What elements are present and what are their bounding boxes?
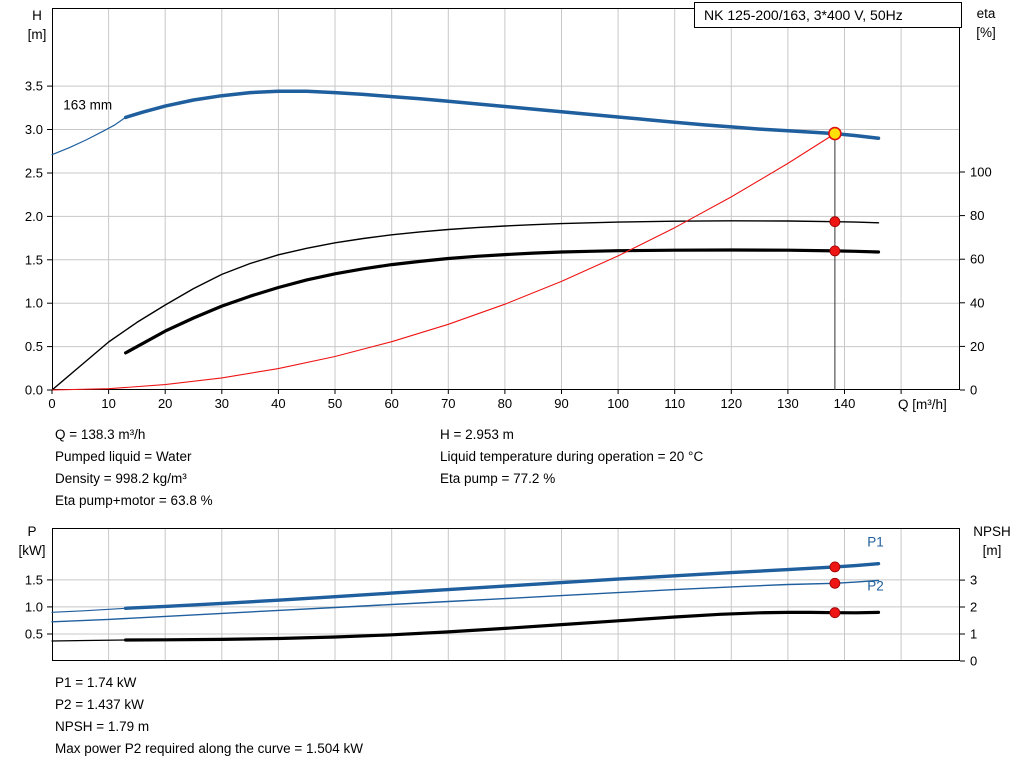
y-tick-label: 1.5 [25, 572, 43, 587]
npsh-axis-unit: NPSH [m] [964, 522, 1020, 560]
eta-axis-unit: eta [%] [964, 4, 1008, 42]
y2-tick-label: 60 [970, 252, 984, 267]
curve-head-extension [51, 116, 127, 156]
power-npsh-info: P1 = 1.74 kW P2 = 1.437 kW NPSH = 1.79 m… [55, 672, 363, 760]
y-tick-label: 2.0 [25, 209, 43, 224]
curve-npsh [124, 610, 881, 642]
curve-label-163-mm: 163 mm [63, 98, 112, 113]
y-tick-label: 2.5 [25, 166, 43, 181]
axis-unit-line: P [27, 524, 37, 539]
x-tick-label: 120 [720, 396, 742, 411]
axis-unit-line: H [32, 8, 42, 23]
y-tick-label: 1.5 [25, 252, 43, 267]
y2-tick-label: 40 [970, 295, 984, 310]
duty-dot-marker [829, 577, 841, 589]
duty-dot-marker [829, 245, 841, 257]
curve-eta-pump-motor [124, 248, 881, 355]
info-line-q: Q = 138.3 m³/h [55, 427, 146, 442]
axis-unit-line: [kW] [18, 543, 46, 558]
curve-label-p2: P2 [867, 579, 884, 594]
axis-unit-line: NPSH [973, 524, 1011, 539]
x-tick-label: 20 [158, 396, 172, 411]
head-efficiency-chart: 0 10 20 30 40 50 60 70 80 90 100 110 120 130 140 0.0 0.5… [25, 8, 992, 411]
operating-point-info-right: H = 2.953 m Liquid temperature during op… [440, 424, 703, 490]
x-tick-label: 80 [498, 396, 512, 411]
pump-title: NK 125-200/163, 3*400 V, 50Hz [704, 7, 903, 23]
info-line-eta-pump: Eta pump = 77.2 % [440, 471, 556, 486]
curve-p1-extension [51, 607, 127, 613]
info-line-liquid: Pumped liquid = Water [55, 449, 192, 464]
y-tick-label: 1.0 [25, 296, 43, 311]
x-tick-label: 60 [384, 396, 398, 411]
duty-dot-marker [829, 607, 841, 619]
y2-tick-label: 20 [970, 339, 984, 354]
y-tick-label: 0.5 [25, 627, 43, 642]
power-npsh-chart: 0.5 1.0 1.5 0 1 2 3 P1 P2 [25, 528, 977, 669]
info-line-p2: P2 = 1.437 kW [55, 697, 144, 712]
y-tick-label: 1.0 [25, 599, 43, 614]
curve-p2 [51, 579, 880, 623]
y2-tick-label: 0 [970, 383, 977, 398]
curve-head-163mm [123, 89, 881, 140]
x-tick-label: 70 [441, 396, 455, 411]
x-axis-label: Q [m³/h] [898, 397, 947, 412]
y-tick-label: 3.0 [25, 122, 43, 137]
y2-tick-label: 80 [970, 208, 984, 223]
axis-unit-line: eta [976, 6, 996, 21]
y2-tick-label: 3 [970, 573, 977, 588]
curve-eta-pump [51, 220, 880, 391]
y2-tick-label: 1 [970, 627, 977, 642]
x-tick-label: 130 [777, 396, 799, 411]
pump-title-box: NK 125-200/163, 3*400 V, 50Hz [694, 2, 962, 28]
duty-point-marker [828, 126, 842, 141]
y2-tick-label: 2 [970, 600, 977, 615]
curve-label-p1: P1 [867, 534, 884, 549]
info-line-eta-pump-motor: Eta pump+motor = 63.8 % [55, 493, 213, 508]
axis-unit-line: [m] [982, 543, 1002, 558]
x-tick-label: 10 [101, 396, 115, 411]
y-tick-label: 0.5 [25, 339, 43, 354]
curve-system-curve [51, 133, 836, 391]
x-tick-label: 50 [328, 396, 342, 411]
x-tick-label: 40 [271, 396, 285, 411]
h-axis-unit: H [m] [20, 6, 54, 44]
x-tick-label: 140 [834, 396, 856, 411]
plot-border [52, 528, 960, 661]
y-tick-label: 3.5 [25, 79, 43, 94]
operating-point-info-left: Q = 138.3 m³/h Pumped liquid = Water Den… [55, 424, 213, 512]
x-tick-label: 0 [48, 396, 55, 411]
plot-border [52, 8, 960, 390]
y2-tick-label: 0 [970, 654, 977, 669]
info-line-p1: P1 = 1.74 kW [55, 675, 137, 690]
info-line-npsh: NPSH = 1.79 m [55, 719, 150, 734]
x-tick-label: 90 [554, 396, 568, 411]
info-line-max-p2: Max power P2 required along the curve = … [55, 741, 364, 756]
curve-npsh-extension [51, 639, 127, 642]
y-tick-label: 0.0 [25, 383, 43, 398]
curve-p1 [123, 562, 881, 610]
x-tick-label: 30 [215, 396, 229, 411]
x-tick-label: 110 [664, 396, 685, 411]
duty-dot-marker [829, 561, 841, 573]
p-axis-unit: P [kW] [12, 522, 52, 560]
x-tick-label: 100 [607, 396, 629, 411]
axis-unit-line: [m] [27, 27, 47, 42]
axis-unit-line: [%] [976, 25, 996, 40]
y2-tick-label: 100 [970, 165, 992, 180]
info-line-density: Density = 998.2 kg/m³ [55, 471, 187, 486]
duty-dot-marker [829, 216, 841, 228]
info-line-h: H = 2.953 m [440, 427, 514, 442]
info-line-temperature: Liquid temperature during operation = 20… [440, 449, 704, 464]
